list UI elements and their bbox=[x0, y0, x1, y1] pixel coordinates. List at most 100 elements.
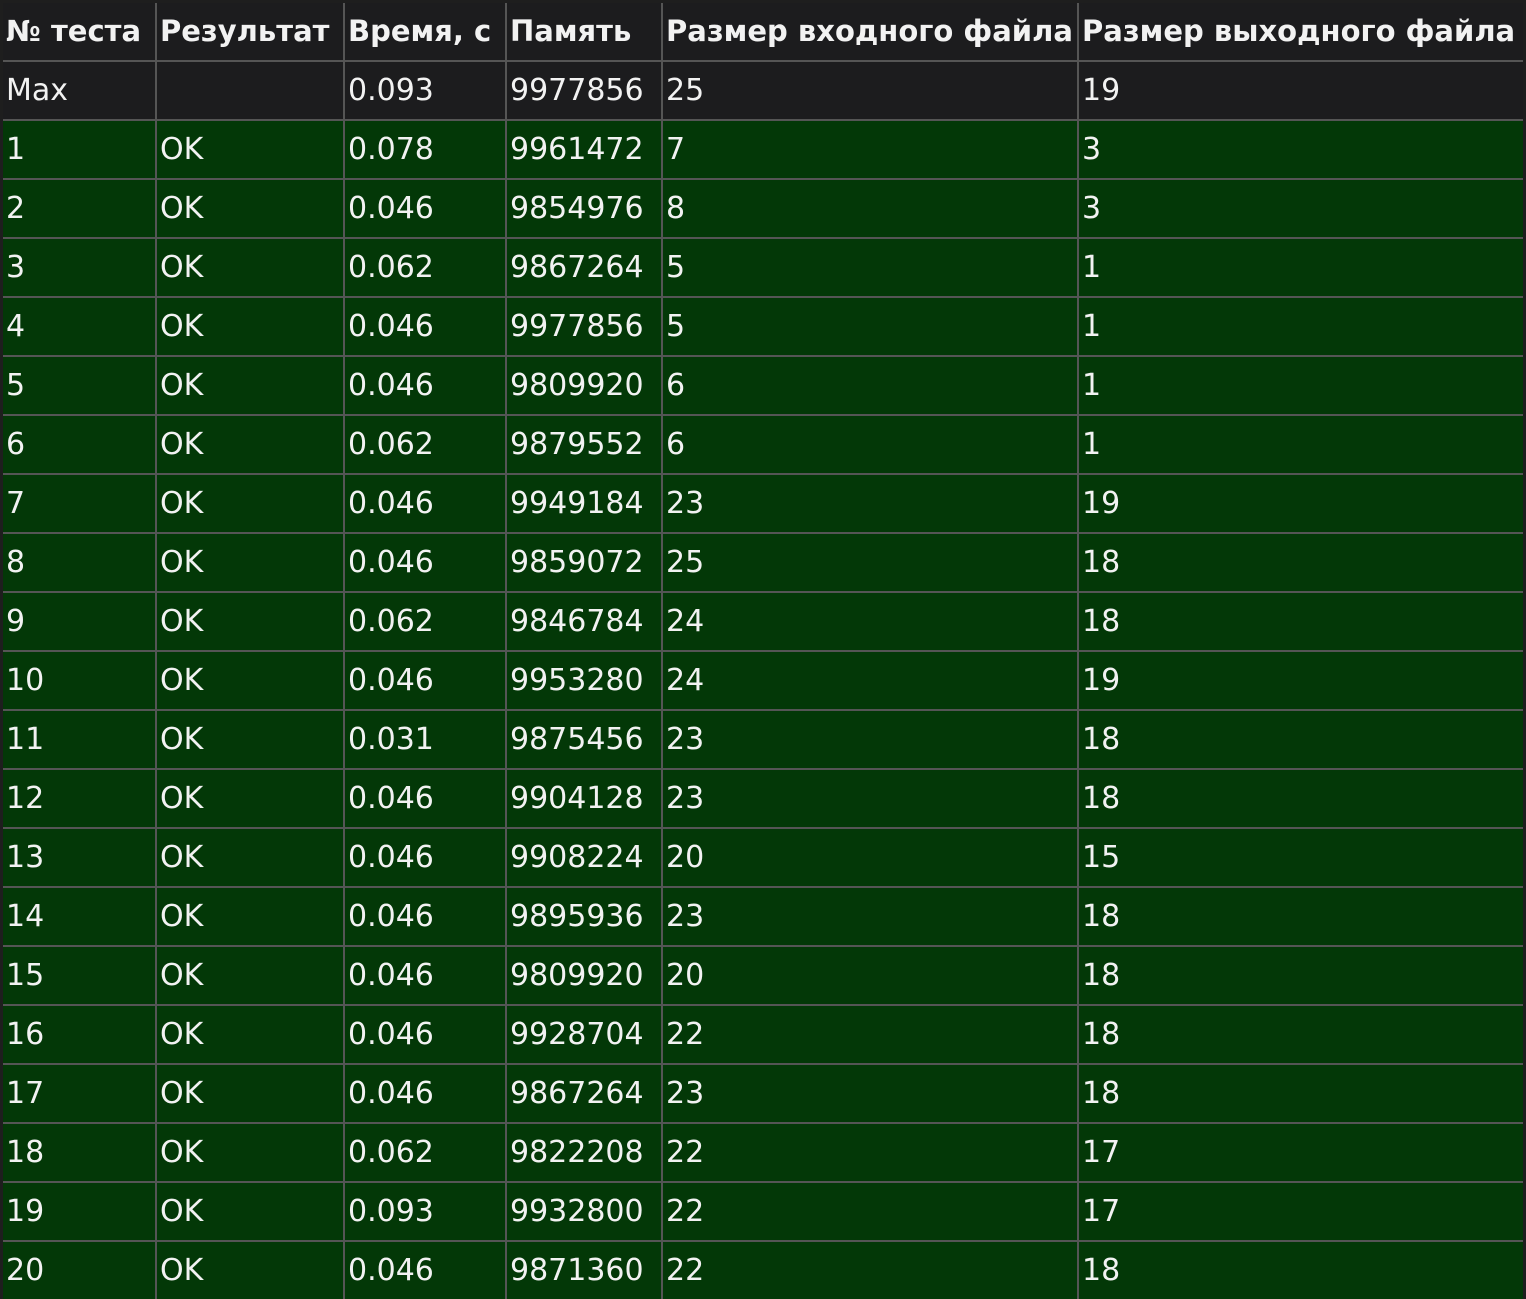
table-row: 10 OK 0.046 9953280 24 19 bbox=[3, 650, 1523, 711]
cell-output-size: 18 bbox=[1077, 945, 1523, 1006]
cell-memory: 9928704 bbox=[505, 1004, 663, 1065]
cell-output-size: 18 bbox=[1077, 591, 1523, 652]
cell-memory: 9895936 bbox=[505, 886, 663, 947]
cell-result: OK bbox=[155, 473, 345, 534]
cell-input-size: 5 bbox=[661, 237, 1079, 298]
table-row: 8 OK 0.046 9859072 25 18 bbox=[3, 532, 1523, 593]
cell-memory: 9846784 bbox=[505, 591, 663, 652]
cell-time: 0.078 bbox=[343, 119, 507, 180]
table-row: 4 OK 0.046 9977856 5 1 bbox=[3, 296, 1523, 357]
cell-memory: 9949184 bbox=[505, 473, 663, 534]
cell-input-size: 22 bbox=[661, 1240, 1079, 1299]
cell-memory: 9932800 bbox=[505, 1181, 663, 1242]
max-label: Max bbox=[3, 60, 157, 121]
cell-result: OK bbox=[155, 119, 345, 180]
cell-time: 0.046 bbox=[343, 1004, 507, 1065]
cell-memory: 9867264 bbox=[505, 1063, 663, 1124]
cell-time: 0.046 bbox=[343, 650, 507, 711]
header-row: № теста Результат Время, с Память Размер… bbox=[3, 3, 1523, 62]
cell-output-size: 18 bbox=[1077, 886, 1523, 947]
cell-input-size: 25 bbox=[661, 532, 1079, 593]
max-output-size: 19 bbox=[1077, 60, 1523, 121]
cell-test-number: 5 bbox=[3, 355, 157, 416]
cell-test-number: 18 bbox=[3, 1122, 157, 1183]
test-results-table: № теста Результат Время, с Память Размер… bbox=[3, 3, 1523, 1299]
cell-memory: 9859072 bbox=[505, 532, 663, 593]
cell-output-size: 1 bbox=[1077, 237, 1523, 298]
cell-input-size: 23 bbox=[661, 709, 1079, 770]
cell-input-size: 8 bbox=[661, 178, 1079, 239]
cell-test-number: 16 bbox=[3, 1004, 157, 1065]
table-body: Max 0.093 9977856 25 19 1 OK 0.078 9961472 7… bbox=[3, 60, 1523, 1299]
cell-result: OK bbox=[155, 1122, 345, 1183]
cell-input-size: 22 bbox=[661, 1004, 1079, 1065]
cell-output-size: 3 bbox=[1077, 178, 1523, 239]
cell-input-size: 6 bbox=[661, 414, 1079, 475]
cell-test-number: 8 bbox=[3, 532, 157, 593]
cell-input-size: 5 bbox=[661, 296, 1079, 357]
table-row: 1 OK 0.078 9961472 7 3 bbox=[3, 119, 1523, 180]
cell-result: OK bbox=[155, 296, 345, 357]
cell-memory: 9879552 bbox=[505, 414, 663, 475]
cell-test-number: 17 bbox=[3, 1063, 157, 1124]
header-result: Результат bbox=[155, 3, 345, 62]
cell-output-size: 18 bbox=[1077, 532, 1523, 593]
results-frame: № теста Результат Время, с Память Размер… bbox=[3, 3, 1523, 1299]
table-row: 7 OK 0.046 9949184 23 19 bbox=[3, 473, 1523, 534]
max-memory: 9977856 bbox=[505, 60, 663, 121]
max-time: 0.093 bbox=[343, 60, 507, 121]
cell-result: OK bbox=[155, 886, 345, 947]
table-row: 12 OK 0.046 9904128 23 18 bbox=[3, 768, 1523, 829]
cell-memory: 9809920 bbox=[505, 945, 663, 1006]
cell-result: OK bbox=[155, 827, 345, 888]
cell-result: OK bbox=[155, 650, 345, 711]
cell-time: 0.046 bbox=[343, 296, 507, 357]
cell-output-size: 3 bbox=[1077, 119, 1523, 180]
cell-output-size: 1 bbox=[1077, 296, 1523, 357]
cell-test-number: 12 bbox=[3, 768, 157, 829]
cell-time: 0.062 bbox=[343, 237, 507, 298]
table-row: 6 OK 0.062 9879552 6 1 bbox=[3, 414, 1523, 475]
cell-result: OK bbox=[155, 1181, 345, 1242]
cell-memory: 9953280 bbox=[505, 650, 663, 711]
max-row: Max 0.093 9977856 25 19 bbox=[3, 60, 1523, 121]
table-row: 18 OK 0.062 9822208 22 17 bbox=[3, 1122, 1523, 1183]
cell-test-number: 1 bbox=[3, 119, 157, 180]
cell-test-number: 14 bbox=[3, 886, 157, 947]
cell-input-size: 20 bbox=[661, 945, 1079, 1006]
table-row: 2 OK 0.046 9854976 8 3 bbox=[3, 178, 1523, 239]
cell-input-size: 22 bbox=[661, 1181, 1079, 1242]
cell-output-size: 18 bbox=[1077, 768, 1523, 829]
cell-result: OK bbox=[155, 1063, 345, 1124]
cell-test-number: 7 bbox=[3, 473, 157, 534]
cell-result: OK bbox=[155, 1004, 345, 1065]
cell-test-number: 20 bbox=[3, 1240, 157, 1299]
cell-test-number: 10 bbox=[3, 650, 157, 711]
cell-input-size: 20 bbox=[661, 827, 1079, 888]
cell-memory: 9854976 bbox=[505, 178, 663, 239]
cell-test-number: 9 bbox=[3, 591, 157, 652]
table-row: 16 OK 0.046 9928704 22 18 bbox=[3, 1004, 1523, 1065]
table-row: 3 OK 0.062 9867264 5 1 bbox=[3, 237, 1523, 298]
cell-test-number: 15 bbox=[3, 945, 157, 1006]
cell-input-size: 22 bbox=[661, 1122, 1079, 1183]
cell-output-size: 17 bbox=[1077, 1122, 1523, 1183]
cell-time: 0.046 bbox=[343, 1240, 507, 1299]
table-row: 17 OK 0.046 9867264 23 18 bbox=[3, 1063, 1523, 1124]
cell-output-size: 1 bbox=[1077, 414, 1523, 475]
cell-test-number: 4 bbox=[3, 296, 157, 357]
cell-test-number: 19 bbox=[3, 1181, 157, 1242]
table-row: 19 OK 0.093 9932800 22 17 bbox=[3, 1181, 1523, 1242]
cell-input-size: 23 bbox=[661, 768, 1079, 829]
cell-output-size: 1 bbox=[1077, 355, 1523, 416]
cell-output-size: 18 bbox=[1077, 1004, 1523, 1065]
max-input-size: 25 bbox=[661, 60, 1079, 121]
cell-result: OK bbox=[155, 532, 345, 593]
cell-result: OK bbox=[155, 178, 345, 239]
cell-input-size: 24 bbox=[661, 650, 1079, 711]
header-output-size: Размер выходного файла bbox=[1077, 3, 1523, 62]
table-header: № теста Результат Время, с Память Размер… bbox=[3, 3, 1523, 62]
header-time: Время, с bbox=[343, 3, 507, 62]
table-row: 20 OK 0.046 9871360 22 18 bbox=[3, 1240, 1523, 1299]
cell-time: 0.062 bbox=[343, 1122, 507, 1183]
